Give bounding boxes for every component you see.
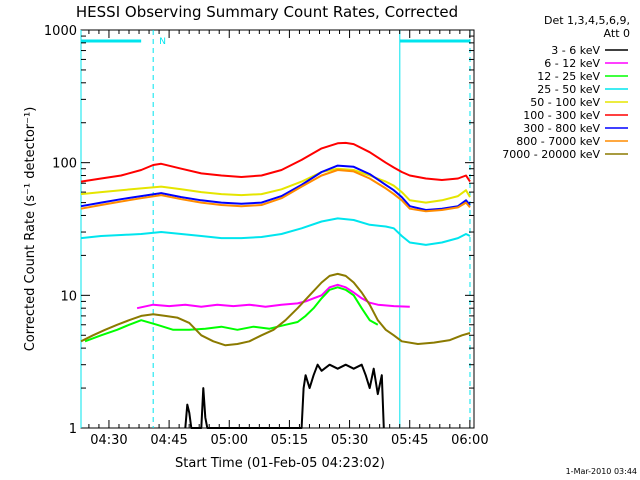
legend-item-label: 12 - 25 keV [537,70,600,83]
y-tick-label: 1 [69,422,77,437]
series-line-6 [80,164,471,211]
series-layer [80,141,471,429]
legend-item-label: 3 - 6 keV [551,44,600,57]
legend-item-label: 6 - 12 keV [544,57,600,70]
series-line-3 [80,217,471,246]
y-tick-label: 10 [60,289,77,304]
night-flag-label: N [159,37,166,47]
x-tick-label: 05:00 [211,433,248,448]
x-tick-label: 05:45 [391,433,428,448]
series-line-2 [84,286,379,343]
series-line-5 [80,141,471,183]
x-tick-label: 05:15 [271,433,308,448]
series-line-7 [80,169,471,213]
x-tick-label: 06:00 [451,433,488,448]
legend-item-label: 25 - 50 keV [537,83,600,96]
x-tick-label: 04:30 [90,433,127,448]
legend-item-label: 50 - 100 keV [530,96,600,109]
x-tick-label: 04:45 [150,433,187,448]
footer-timestamp: 1-Mar-2010 03:44 [566,467,637,476]
legend-header-line-1: Det 1,3,4,5,6,9, [544,14,630,27]
x-tick-label: 05:30 [331,433,368,448]
legend-item-label: 100 - 300 keV [523,109,600,122]
series-line-1 [136,283,410,310]
x-axis: 04:30 04:45 05:00 05:15 05:30 05:45 06:00 [88,30,489,448]
flag-overlays: N [80,30,471,428]
legend-header-line-2: Att 0 [604,27,630,40]
legend-item-label: 800 - 7000 keV [516,135,600,148]
y-axis-label: Corrected Count Rate (s⁻¹ detector⁻¹) [23,107,38,352]
legend-item-label: 7000 - 20000 keV [502,148,600,161]
y-tick-label: 1000 [44,24,77,39]
series-line-8 [80,272,471,347]
y-tick-label: 100 [52,157,77,172]
x-axis-label: Start Time (01-Feb-05 04:23:02) [175,456,385,471]
legend-item-label: 300 - 800 keV [523,122,600,135]
y-axis: 1 10 100 1000 [44,24,474,437]
series-line-0 [184,363,385,429]
plot-frame [80,29,475,429]
chart-title: HESSI Observing Summary Count Rates, Cor… [76,3,458,21]
